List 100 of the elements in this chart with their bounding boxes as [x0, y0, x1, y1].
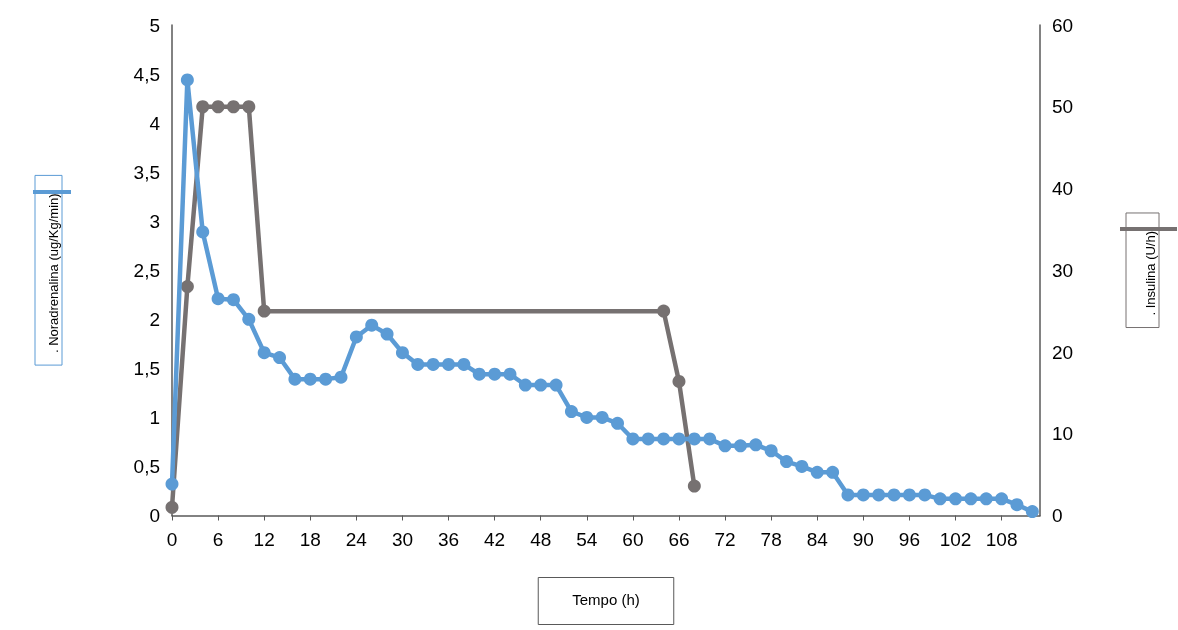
x-tick-label: 18: [299, 528, 321, 550]
point: [365, 318, 379, 332]
x-tick-label: 66: [668, 528, 690, 550]
point: [1010, 498, 1024, 512]
x-tick-label: 30: [391, 528, 414, 550]
point: [165, 477, 179, 491]
x-tick-label: 6: [212, 528, 224, 550]
x-tick-label: 102: [939, 528, 972, 550]
point: [180, 73, 194, 87]
x-tick-label: 96: [898, 528, 920, 550]
point: [1025, 505, 1039, 519]
point: [933, 492, 947, 506]
y2-tick-label: 40: [1052, 178, 1074, 199]
point: [518, 378, 532, 392]
y-tick-label: 5: [149, 14, 160, 36]
point: [964, 492, 978, 506]
x-axis-title: Tempo (h): [572, 590, 640, 608]
point: [442, 357, 456, 371]
point: [196, 100, 210, 114]
y-tick-label: 3: [149, 210, 160, 232]
y2-tick-label: 10: [1052, 423, 1074, 445]
point: [856, 488, 870, 502]
x-tick-label: 60: [622, 528, 644, 550]
point: [672, 432, 686, 446]
point: [949, 492, 962, 506]
point: [549, 378, 563, 392]
x-tick-label: 72: [714, 528, 736, 550]
point: [288, 372, 302, 386]
point: [918, 488, 932, 502]
point: [242, 312, 256, 326]
y-tick-label: 3,5: [133, 161, 160, 183]
y2-tick-label: 60: [1052, 14, 1074, 36]
point: [826, 465, 840, 479]
point: [979, 492, 993, 506]
point: [395, 346, 409, 360]
y2-tick-label: 20: [1052, 341, 1074, 363]
point: [303, 372, 317, 386]
point: [349, 330, 363, 344]
x-tick-label: 48: [530, 528, 552, 550]
point: [196, 225, 210, 239]
point: [626, 432, 640, 446]
point: [211, 292, 225, 306]
point: [226, 293, 240, 307]
point: [319, 372, 333, 386]
x-tick-label: 24: [345, 528, 368, 550]
point: [672, 374, 686, 388]
point: [687, 432, 701, 446]
x-tick-label: 108: [985, 528, 1018, 550]
point: [334, 370, 348, 384]
x-tick-label: 12: [253, 528, 275, 550]
y-tick-label: 0,5: [133, 455, 160, 477]
point: [995, 492, 1009, 506]
point: [733, 439, 747, 453]
point: [810, 465, 824, 479]
point: [764, 444, 778, 458]
point: [872, 488, 886, 502]
point: [273, 351, 287, 365]
point: [657, 432, 671, 446]
point: [411, 357, 425, 371]
point: [242, 100, 256, 114]
point: [457, 357, 471, 371]
y-tick-label: 1,5: [133, 357, 160, 379]
point: [472, 367, 486, 381]
point: [902, 488, 916, 502]
point: [503, 367, 517, 381]
point: [226, 100, 240, 114]
y-tick-label: 2,5: [133, 259, 160, 281]
x-tick-label: 42: [484, 528, 506, 550]
legend-label: . Noradrenalina (ug/Kg/min): [46, 193, 61, 354]
x-tick-label: 84: [806, 528, 829, 550]
y2-tick-label: 50: [1052, 96, 1074, 118]
point: [595, 410, 609, 424]
y-tick-label: 1: [149, 406, 160, 428]
point: [749, 438, 763, 452]
point: [257, 304, 271, 318]
x-tick-label: 90: [852, 528, 874, 550]
x-tick-label: 0: [166, 528, 178, 550]
point: [703, 432, 717, 446]
point: [657, 304, 671, 318]
point: [611, 416, 625, 430]
point: [165, 500, 179, 514]
point: [887, 488, 901, 502]
point: [426, 357, 440, 371]
point: [488, 367, 502, 381]
y2-tick-label: 30: [1052, 259, 1074, 281]
x-tick-label: 78: [760, 528, 782, 550]
point: [687, 479, 701, 493]
x-tick-label: 36: [437, 528, 460, 550]
point: [795, 459, 809, 473]
legend-label: . Insulina (U/h): [1143, 230, 1158, 316]
point: [580, 410, 594, 424]
point: [257, 346, 271, 360]
y-tick-label: 2: [149, 308, 160, 330]
point: [780, 455, 794, 469]
point: [841, 488, 855, 502]
point: [718, 439, 732, 453]
point: [564, 405, 578, 419]
point: [534, 378, 548, 392]
point: [211, 100, 225, 114]
point: [380, 327, 394, 341]
